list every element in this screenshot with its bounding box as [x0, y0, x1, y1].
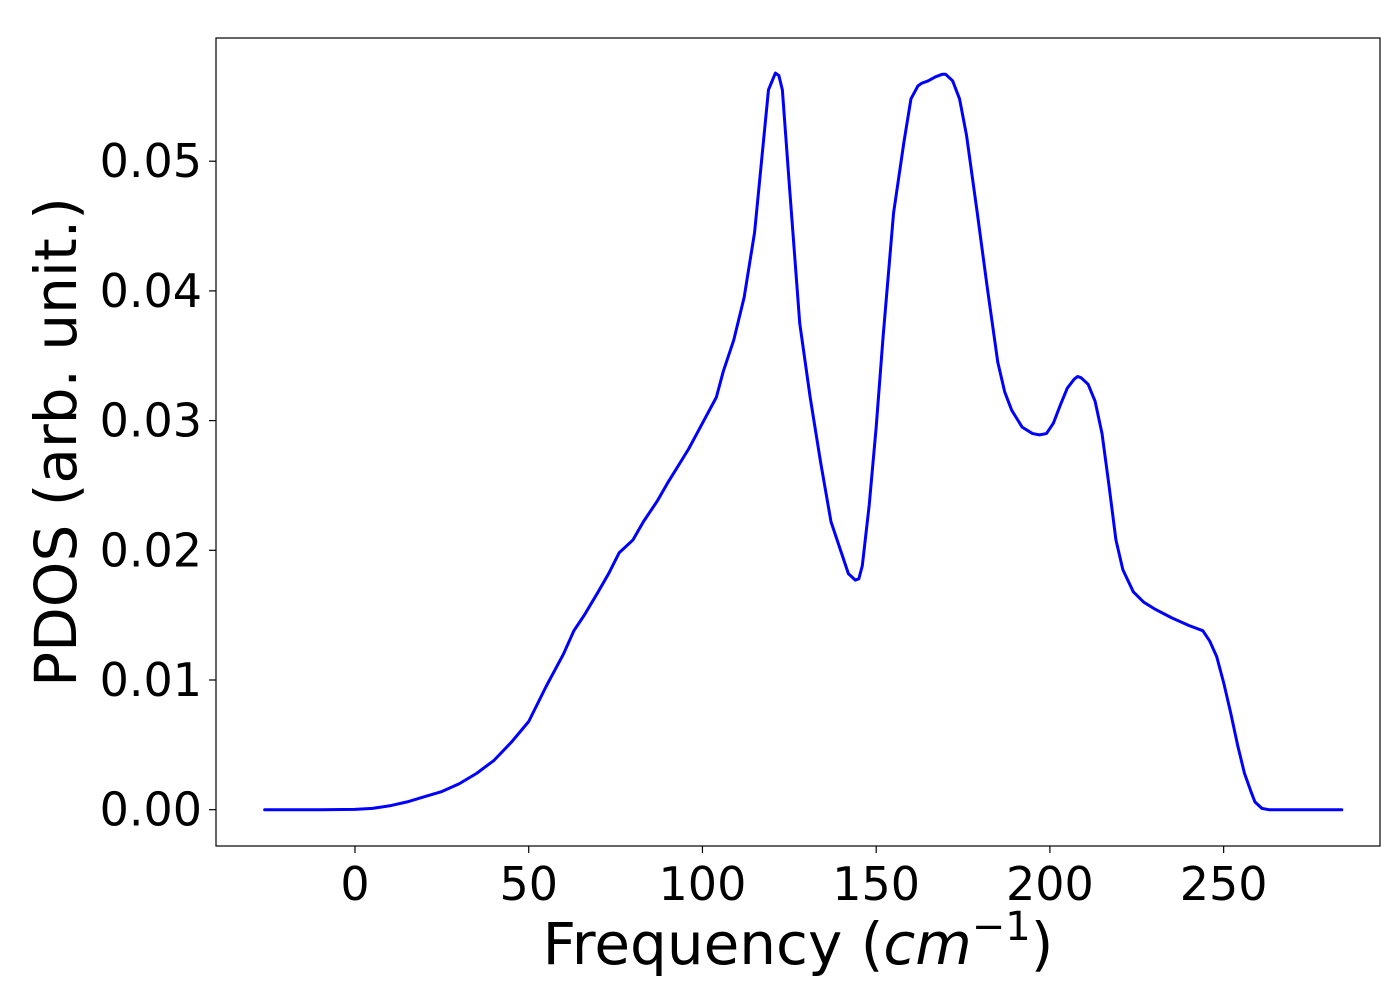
x-tick-label: 50 [499, 857, 558, 911]
x-axis-label-text: Frequency ( [543, 910, 884, 978]
series-line-0 [263, 71, 1344, 812]
x-axis-ticks: 0 50 100 150 200 250 [340, 846, 1268, 911]
y-axis-ticks: 0.00 0.01 0.02 0.03 0.04 0.05 [100, 134, 216, 837]
y-tick-label: 0.00 [100, 783, 202, 837]
x-tick-label: 100 [659, 857, 747, 911]
y-tick-label: 0.02 [100, 523, 202, 577]
y-tick-label: 0.03 [100, 394, 202, 448]
series-layer [263, 71, 1344, 812]
x-axis-label-exponent: −1 [972, 904, 1031, 950]
plot-frame [215, 37, 1381, 847]
y-tick-label: 0.01 [100, 653, 202, 707]
x-axis-label: Frequency (cm−1) [543, 904, 1054, 978]
x-axis-label-unit: cm [883, 910, 971, 978]
x-tick-label: 200 [1006, 857, 1094, 911]
x-tick-label: 250 [1180, 857, 1268, 911]
y-axis-label: PDOS (arb. unit.) [22, 197, 90, 687]
x-tick-label: 0 [340, 857, 369, 911]
y-tick-label: 0.05 [100, 134, 202, 188]
x-axis-label-close: ) [1031, 910, 1054, 978]
x-tick-label: 150 [832, 857, 920, 911]
y-tick-label: 0.04 [100, 264, 202, 318]
plot-area [215, 37, 1381, 847]
